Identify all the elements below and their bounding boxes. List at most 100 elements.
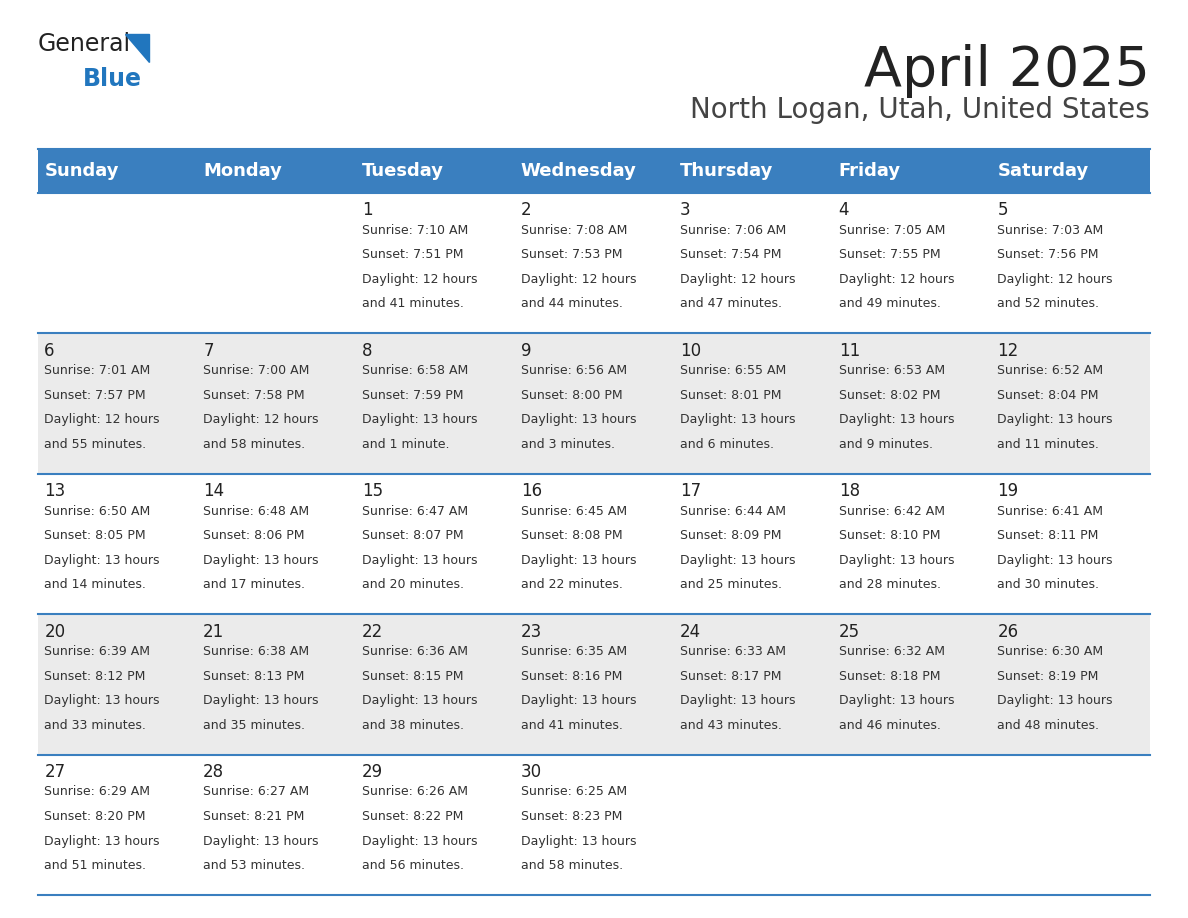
- Text: and 48 minutes.: and 48 minutes.: [998, 719, 1099, 732]
- Bar: [514, 149, 674, 193]
- Text: Sunset: 8:08 PM: Sunset: 8:08 PM: [520, 529, 623, 543]
- Text: Daylight: 12 hours: Daylight: 12 hours: [998, 273, 1113, 285]
- Text: Daylight: 13 hours: Daylight: 13 hours: [839, 413, 954, 426]
- Text: Daylight: 12 hours: Daylight: 12 hours: [839, 273, 954, 285]
- Text: Sunset: 8:15 PM: Sunset: 8:15 PM: [362, 669, 463, 683]
- Text: Sunrise: 6:50 AM: Sunrise: 6:50 AM: [44, 505, 151, 518]
- Text: and 49 minutes.: and 49 minutes.: [839, 297, 941, 310]
- Text: and 20 minutes.: and 20 minutes.: [362, 578, 465, 591]
- Bar: [833, 755, 991, 895]
- Text: Thursday: Thursday: [680, 162, 773, 180]
- Text: Sunrise: 6:29 AM: Sunrise: 6:29 AM: [44, 786, 151, 799]
- Text: 9: 9: [520, 341, 531, 360]
- Bar: [355, 193, 514, 333]
- Text: Sunset: 8:12 PM: Sunset: 8:12 PM: [44, 669, 146, 683]
- Text: 24: 24: [680, 622, 701, 641]
- Text: Daylight: 13 hours: Daylight: 13 hours: [362, 694, 478, 707]
- Text: and 22 minutes.: and 22 minutes.: [520, 578, 623, 591]
- Text: and 41 minutes.: and 41 minutes.: [520, 719, 623, 732]
- Bar: [674, 474, 833, 614]
- Text: 18: 18: [839, 482, 860, 500]
- Text: and 38 minutes.: and 38 minutes.: [362, 719, 465, 732]
- Text: Sunset: 8:01 PM: Sunset: 8:01 PM: [680, 388, 782, 402]
- Text: Sunset: 8:16 PM: Sunset: 8:16 PM: [520, 669, 623, 683]
- Bar: [833, 474, 991, 614]
- Text: Daylight: 13 hours: Daylight: 13 hours: [680, 694, 795, 707]
- Text: Sunset: 8:22 PM: Sunset: 8:22 PM: [362, 810, 463, 823]
- Text: and 6 minutes.: and 6 minutes.: [680, 438, 773, 451]
- Text: Daylight: 13 hours: Daylight: 13 hours: [680, 413, 795, 426]
- Bar: [674, 149, 833, 193]
- Bar: [991, 474, 1150, 614]
- Bar: [197, 755, 355, 895]
- Bar: [355, 333, 514, 474]
- Text: and 51 minutes.: and 51 minutes.: [44, 859, 146, 872]
- Text: Daylight: 13 hours: Daylight: 13 hours: [520, 694, 637, 707]
- Text: Sunset: 8:07 PM: Sunset: 8:07 PM: [362, 529, 463, 543]
- Text: Daylight: 13 hours: Daylight: 13 hours: [520, 413, 637, 426]
- Text: 8: 8: [362, 341, 373, 360]
- Text: 29: 29: [362, 763, 384, 781]
- Text: 6: 6: [44, 341, 55, 360]
- Text: Sunrise: 6:33 AM: Sunrise: 6:33 AM: [680, 645, 785, 658]
- Text: 22: 22: [362, 622, 384, 641]
- Text: 26: 26: [998, 622, 1018, 641]
- Text: and 41 minutes.: and 41 minutes.: [362, 297, 465, 310]
- Text: Daylight: 13 hours: Daylight: 13 hours: [203, 554, 318, 566]
- Text: Sunrise: 6:35 AM: Sunrise: 6:35 AM: [520, 645, 627, 658]
- Text: Daylight: 13 hours: Daylight: 13 hours: [839, 694, 954, 707]
- Text: Wednesday: Wednesday: [520, 162, 637, 180]
- Text: 19: 19: [998, 482, 1018, 500]
- Text: and 52 minutes.: and 52 minutes.: [998, 297, 1099, 310]
- Bar: [197, 149, 355, 193]
- Text: Sunrise: 7:10 AM: Sunrise: 7:10 AM: [362, 224, 468, 237]
- Bar: [833, 149, 991, 193]
- Text: April 2025: April 2025: [864, 44, 1150, 98]
- Text: Sunrise: 6:41 AM: Sunrise: 6:41 AM: [998, 505, 1104, 518]
- Text: Tuesday: Tuesday: [362, 162, 444, 180]
- Text: Sunrise: 6:48 AM: Sunrise: 6:48 AM: [203, 505, 309, 518]
- Text: Sunrise: 6:38 AM: Sunrise: 6:38 AM: [203, 645, 309, 658]
- Text: Monday: Monday: [203, 162, 282, 180]
- Bar: [991, 333, 1150, 474]
- Text: and 56 minutes.: and 56 minutes.: [362, 859, 465, 872]
- Bar: [833, 333, 991, 474]
- Text: Daylight: 13 hours: Daylight: 13 hours: [839, 554, 954, 566]
- Text: Sunset: 8:02 PM: Sunset: 8:02 PM: [839, 388, 940, 402]
- Text: and 14 minutes.: and 14 minutes.: [44, 578, 146, 591]
- Text: Daylight: 13 hours: Daylight: 13 hours: [44, 694, 160, 707]
- Text: Sunset: 8:20 PM: Sunset: 8:20 PM: [44, 810, 146, 823]
- Text: Sunrise: 6:56 AM: Sunrise: 6:56 AM: [520, 364, 627, 377]
- Text: Sunrise: 7:01 AM: Sunrise: 7:01 AM: [44, 364, 151, 377]
- Text: Daylight: 13 hours: Daylight: 13 hours: [998, 554, 1113, 566]
- Text: Sunset: 7:55 PM: Sunset: 7:55 PM: [839, 248, 940, 262]
- Text: Daylight: 13 hours: Daylight: 13 hours: [520, 554, 637, 566]
- Text: Sunset: 8:11 PM: Sunset: 8:11 PM: [998, 529, 1099, 543]
- Text: Sunset: 7:53 PM: Sunset: 7:53 PM: [520, 248, 623, 262]
- Bar: [38, 474, 197, 614]
- Text: and 25 minutes.: and 25 minutes.: [680, 578, 782, 591]
- Text: Sunset: 8:21 PM: Sunset: 8:21 PM: [203, 810, 304, 823]
- Text: Daylight: 13 hours: Daylight: 13 hours: [362, 834, 478, 847]
- Text: 20: 20: [44, 622, 65, 641]
- Text: Sunset: 7:54 PM: Sunset: 7:54 PM: [680, 248, 782, 262]
- Text: Daylight: 13 hours: Daylight: 13 hours: [203, 694, 318, 707]
- Text: Sunset: 7:51 PM: Sunset: 7:51 PM: [362, 248, 463, 262]
- Bar: [38, 614, 197, 755]
- Text: Daylight: 13 hours: Daylight: 13 hours: [520, 834, 637, 847]
- Text: Sunset: 8:00 PM: Sunset: 8:00 PM: [520, 388, 623, 402]
- Text: 12: 12: [998, 341, 1019, 360]
- Text: and 46 minutes.: and 46 minutes.: [839, 719, 941, 732]
- Bar: [674, 333, 833, 474]
- Text: Sunrise: 6:26 AM: Sunrise: 6:26 AM: [362, 786, 468, 799]
- Text: and 47 minutes.: and 47 minutes.: [680, 297, 782, 310]
- Text: 3: 3: [680, 201, 690, 219]
- Text: and 43 minutes.: and 43 minutes.: [680, 719, 782, 732]
- Bar: [991, 755, 1150, 895]
- Text: and 17 minutes.: and 17 minutes.: [203, 578, 305, 591]
- Bar: [514, 193, 674, 333]
- Text: Sunrise: 6:27 AM: Sunrise: 6:27 AM: [203, 786, 309, 799]
- Text: Sunrise: 7:06 AM: Sunrise: 7:06 AM: [680, 224, 786, 237]
- Text: 10: 10: [680, 341, 701, 360]
- Text: Sunset: 7:58 PM: Sunset: 7:58 PM: [203, 388, 305, 402]
